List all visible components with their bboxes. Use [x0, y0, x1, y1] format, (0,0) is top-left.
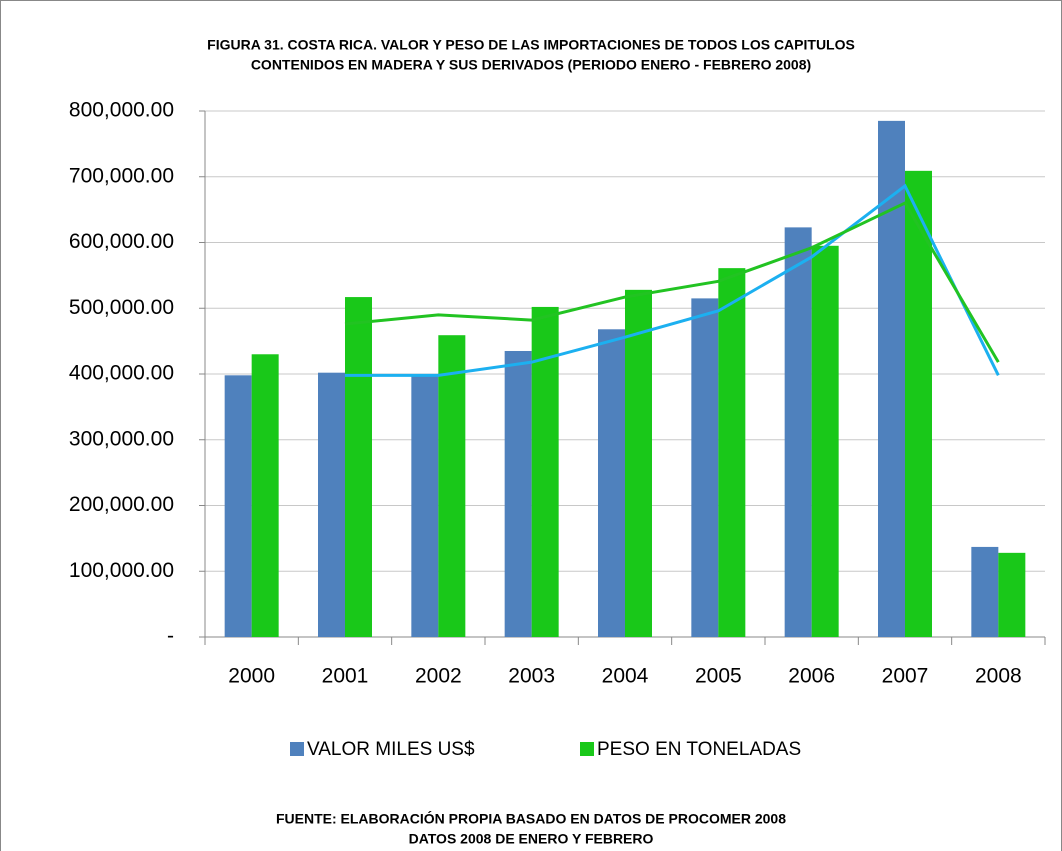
- y-tick-label: -: [167, 625, 174, 648]
- bar: [318, 372, 345, 637]
- y-tick-label: 300,000.00: [69, 427, 174, 450]
- x-tick-label: 2006: [788, 665, 835, 688]
- bar: [598, 329, 625, 637]
- bar: [905, 170, 932, 637]
- bar: [971, 546, 999, 637]
- bar: [998, 552, 1026, 637]
- x-tick-label: 2004: [602, 665, 649, 688]
- chart-title: CONTENIDOS EN MADERA Y SUS DERIVADOS (PE…: [251, 57, 811, 73]
- x-tick-label: 2005: [695, 665, 742, 688]
- source-note: DATOS 2008 DE ENERO Y FEBRERO: [409, 831, 654, 847]
- x-tick-label: 2002: [415, 665, 462, 688]
- legend-swatch: [580, 742, 594, 756]
- y-tick-label: 500,000.00: [69, 296, 174, 319]
- x-tick-label: 2008: [975, 665, 1022, 688]
- y-tick-label: 400,000.00: [69, 362, 174, 385]
- bar: [878, 120, 905, 638]
- x-tick-label: 2007: [882, 665, 929, 688]
- legend-swatch: [290, 742, 304, 756]
- bar: [625, 289, 652, 637]
- legend-label: VALOR MILES US$: [307, 739, 475, 760]
- trend-line: [344, 201, 1000, 363]
- x-tick-label: 2003: [508, 665, 555, 688]
- trend-line: [345, 183, 1000, 377]
- bar: [811, 245, 839, 637]
- bar: [411, 374, 439, 637]
- y-tick-label: 600,000.00: [69, 230, 174, 253]
- bar: [438, 335, 466, 637]
- y-tick-label: 800,000.00: [69, 99, 174, 122]
- bar: [345, 297, 372, 637]
- source-note: FUENTE: ELABORACIÓN PROPIA BASADO EN DAT…: [276, 810, 786, 827]
- bar: [504, 350, 532, 637]
- x-tick-label: 2000: [228, 665, 275, 688]
- x-tick-label: 2001: [322, 665, 369, 688]
- chart-title: FIGURA 31. COSTA RICA. VALOR Y PESO DE L…: [207, 37, 855, 53]
- bar: [718, 268, 746, 637]
- bar: [784, 227, 812, 637]
- y-tick-label: 200,000.00: [69, 493, 174, 516]
- bar: [224, 375, 252, 637]
- legend-label: PESO EN TONELADAS: [597, 739, 801, 760]
- bar: [691, 298, 719, 637]
- y-tick-label: 100,000.00: [69, 559, 174, 582]
- bar: [251, 354, 279, 637]
- y-tick-label: 700,000.00: [69, 164, 174, 187]
